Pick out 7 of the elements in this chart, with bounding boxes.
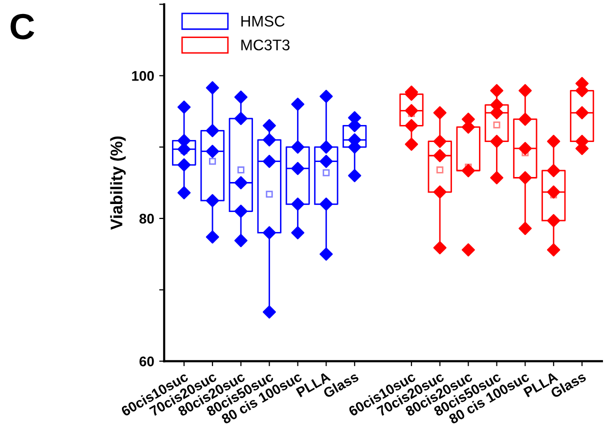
y-tick-label: 80: [139, 214, 154, 224]
legend-label: HMSC: [241, 16, 285, 27]
y-tick-label: 100: [132, 71, 154, 81]
y-axis-title: Viability (%): [110, 136, 126, 230]
text: C: [10, 14, 34, 40]
y-tick-label: 60: [140, 356, 154, 366]
legend-label: MC3T3: [241, 40, 290, 50]
